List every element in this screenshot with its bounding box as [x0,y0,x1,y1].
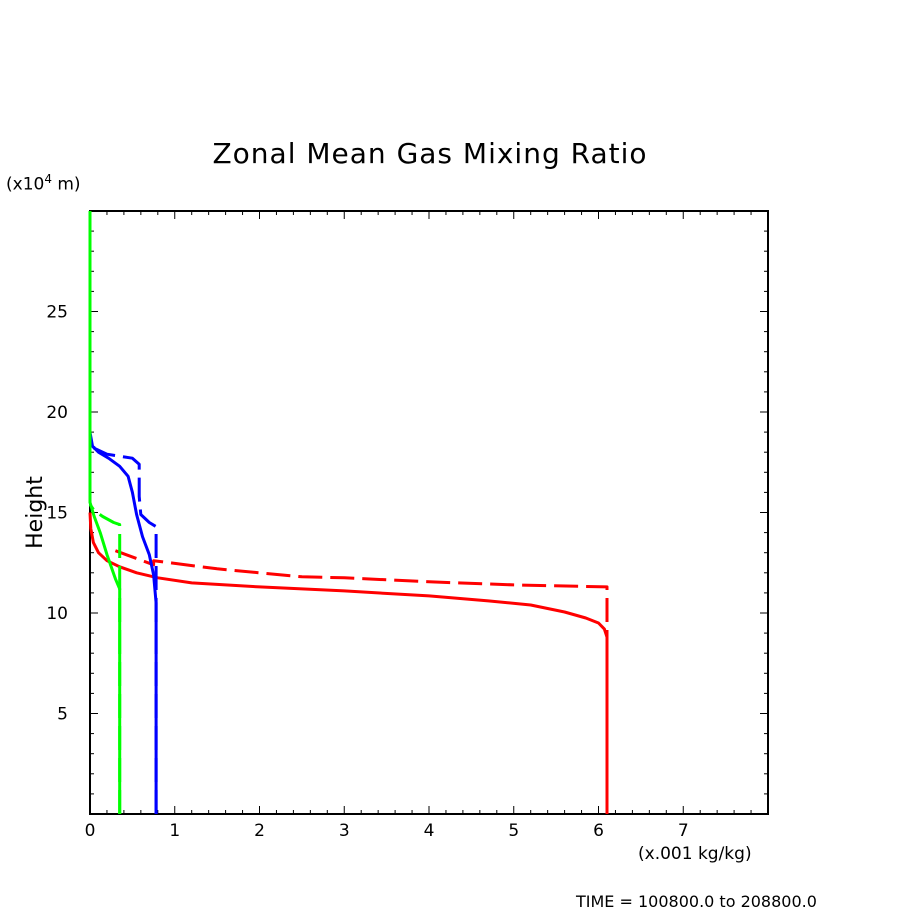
y-tick-label: 25 [46,303,68,323]
y-axis-label: Height [23,476,48,549]
y-unit-suffix: m) [51,174,81,195]
y-axis-unit: (x104 m) [6,172,81,195]
series-line [88,431,158,814]
x-tick-label: 1 [169,821,180,841]
series-line [88,503,122,814]
y-unit-exponent: 4 [44,172,52,186]
x-tick-label: 5 [508,821,519,841]
y-tick-label: 5 [57,705,68,725]
x-tick-label: 7 [678,821,689,841]
x-tick-label: 2 [254,821,265,841]
y-unit-prefix: (x10 [6,174,45,195]
chart-title: Zonal Mean Gas Mixing Ratio [212,137,648,170]
x-tick-label: 4 [424,821,435,841]
x-axis-unit: (x.001 kg/kg) [638,844,752,864]
time-range-footer: TIME = 100800.0 to 208800.0 [576,892,817,911]
x-tick-label: 0 [85,821,96,841]
y-tick-label: 15 [46,504,68,524]
plot-frame [89,210,769,815]
x-tick-label: 3 [339,821,350,841]
y-tick-label: 20 [46,403,68,423]
x-tick-label: 6 [593,821,604,841]
series-line [114,549,609,814]
series-line [88,435,158,814]
series-line [88,211,122,814]
y-tick-label: 10 [46,604,68,624]
series-line [88,512,609,814]
